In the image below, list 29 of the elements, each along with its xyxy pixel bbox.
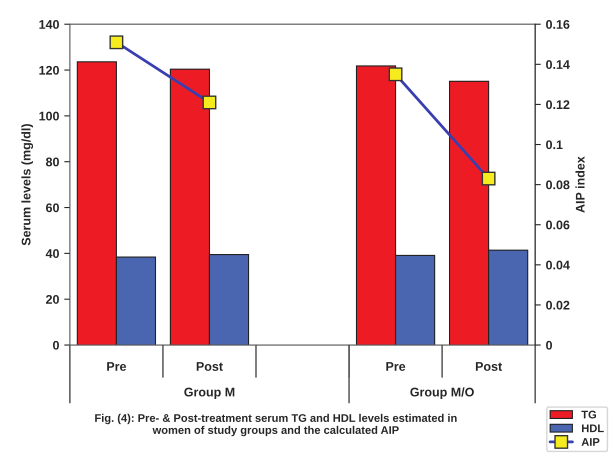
- text: Fig. (4): Pre- & Post-treatment serum TG and HDL levels estimated in women of study groups and the calculated AIP: [95, 414, 457, 436]
- x-tick-label: Post: [196, 362, 223, 371]
- y2-tick-label: 0.1: [546, 140, 563, 150]
- y2-tick-label: 0.08: [546, 180, 570, 190]
- y-tick-label: 20: [46, 295, 59, 304]
- y-tick-label: 80: [46, 158, 59, 166]
- y-tick-label: 140: [39, 20, 59, 29]
- y2-tick-label: 0.06: [546, 220, 570, 230]
- text: Group M/O: [410, 387, 474, 399]
- y-tick-label: 40: [46, 249, 59, 258]
- y-tick-label: 60: [46, 203, 59, 212]
- legend-label: TG: [581, 410, 596, 419]
- x-tick-label: Pre: [107, 362, 126, 371]
- x-tick-label: Pre: [386, 362, 406, 371]
- legend-label: HDL: [582, 424, 604, 432]
- y2-tick-label: 0.04: [546, 260, 570, 270]
- y2-axis-title: AIP index: [575, 156, 585, 213]
- y-tick-label: 100: [39, 112, 59, 121]
- y-tick-label: 120: [39, 66, 59, 75]
- y-tick-label: 0: [53, 340, 59, 350]
- y2-tick-label: 0.14: [546, 60, 570, 69]
- text: Group M: [184, 388, 234, 399]
- x-tick-label: Post: [476, 362, 502, 371]
- legend-label: AIP: [582, 438, 600, 446]
- y2-tick-label: 0: [546, 340, 552, 350]
- y2-tick-label: 0.16: [546, 20, 570, 29]
- y2-tick-label: 0.02: [546, 300, 570, 310]
- y-axis-title: Serum levels (mg/dl): [21, 124, 34, 246]
- y2-tick-label: 0.12: [546, 100, 570, 110]
